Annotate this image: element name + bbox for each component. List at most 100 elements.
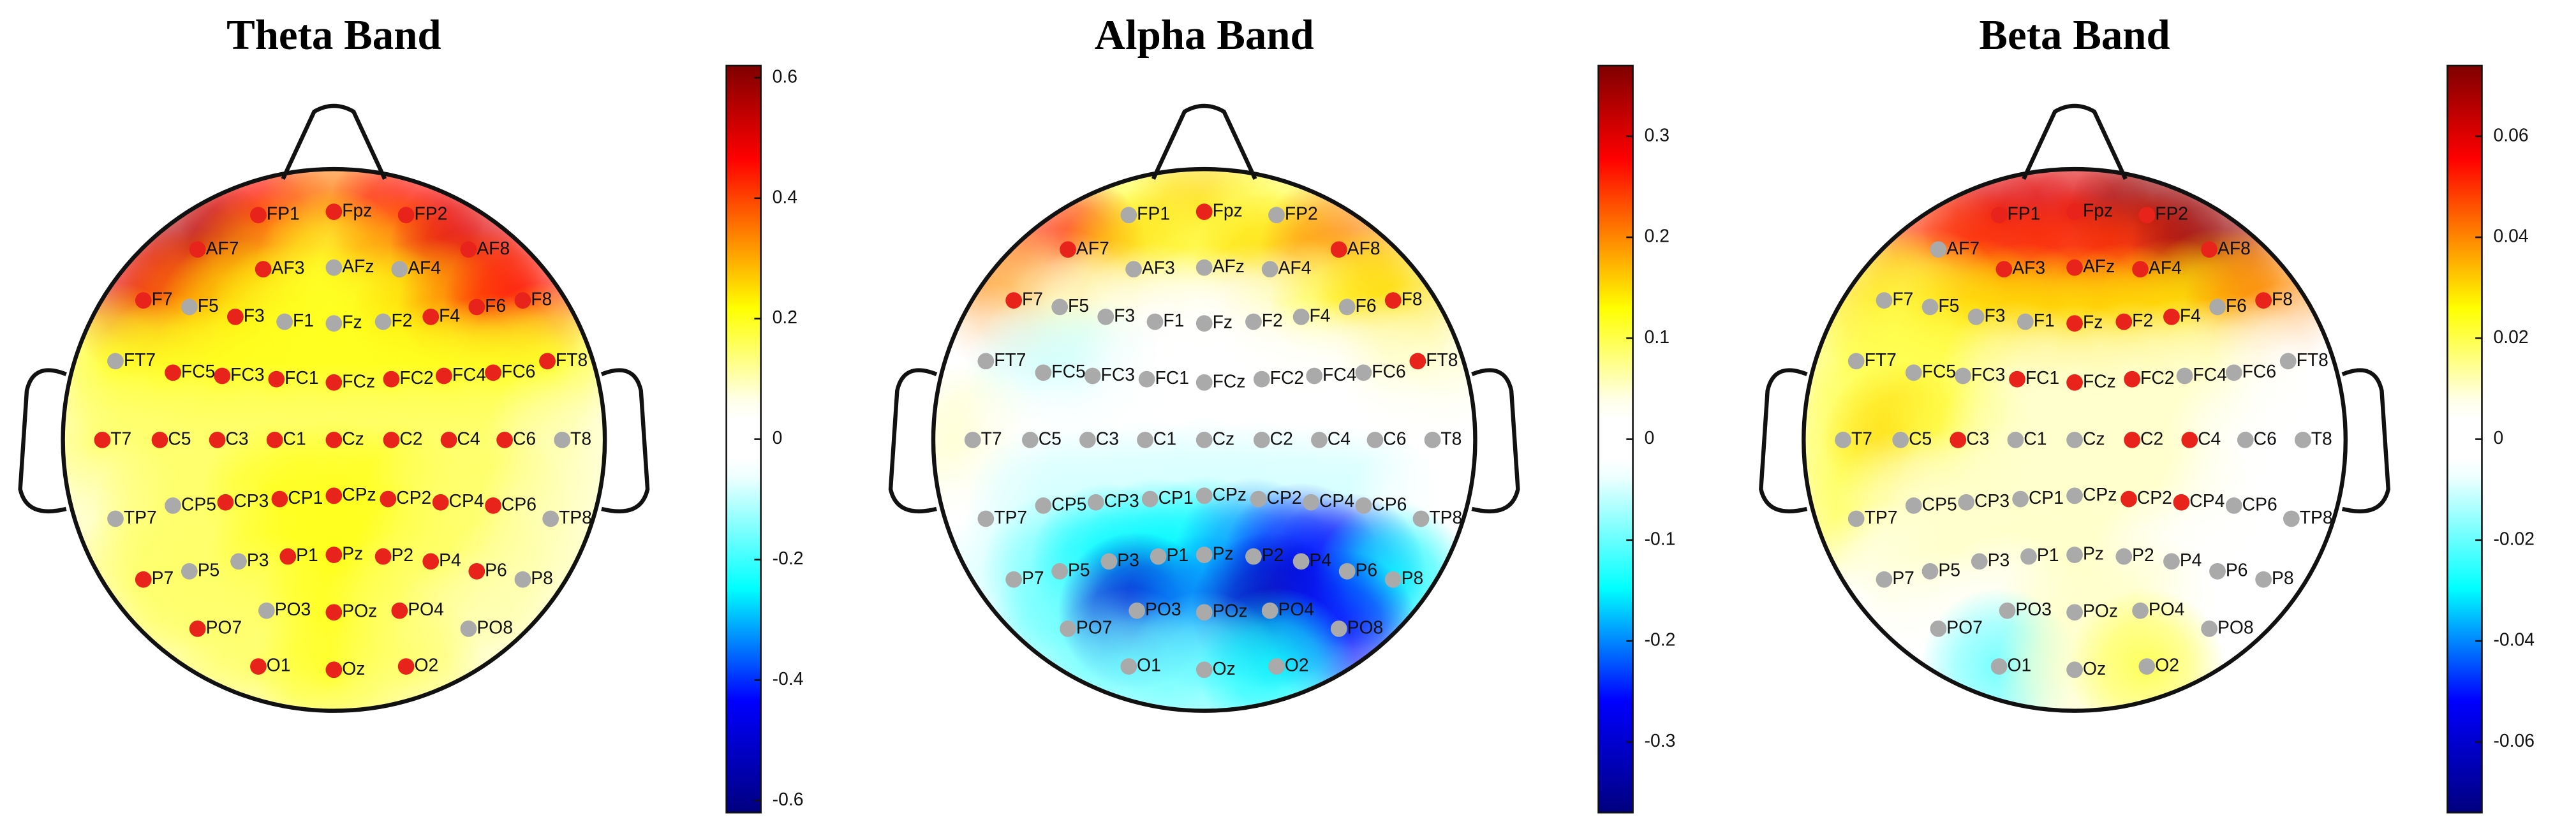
electrode-label: PO8 bbox=[477, 617, 513, 637]
electrode bbox=[2201, 241, 2218, 258]
electrode-label: T7 bbox=[1851, 428, 1872, 448]
electrode bbox=[460, 241, 477, 258]
electrode-label: AFz bbox=[2083, 256, 2115, 276]
electrode-label: AF7 bbox=[206, 238, 239, 258]
electrode-label: F6 bbox=[2226, 295, 2247, 316]
electrode bbox=[325, 604, 343, 621]
nose bbox=[1151, 103, 1257, 180]
electrode bbox=[1892, 432, 1909, 448]
electrode bbox=[1245, 313, 1262, 330]
electrode bbox=[1306, 367, 1323, 385]
electrode-label: PO8 bbox=[2217, 617, 2254, 637]
electrode-label: PO4 bbox=[408, 599, 444, 619]
electrode bbox=[1955, 367, 1971, 385]
electrode bbox=[1971, 553, 1988, 570]
electrode-label: TP7 bbox=[124, 507, 157, 527]
electrode-label: CP4 bbox=[2189, 490, 2224, 511]
electrode bbox=[2066, 259, 2083, 276]
electrode-label: PO8 bbox=[1347, 617, 1384, 637]
electrode-label: Oz bbox=[1213, 658, 1236, 679]
electrode bbox=[2009, 370, 2025, 388]
electrode-label: P5 bbox=[198, 559, 220, 580]
electrode-label: AF8 bbox=[477, 238, 510, 258]
electrode bbox=[440, 432, 457, 448]
electrode bbox=[2066, 374, 2083, 391]
electrode-label: F3 bbox=[1114, 305, 1135, 325]
electrode-label: CP2 bbox=[396, 487, 431, 508]
electrode-label: F2 bbox=[1262, 310, 1283, 330]
electrode bbox=[2007, 432, 2024, 448]
electrode-label: FC1 bbox=[285, 367, 318, 388]
electrode bbox=[214, 367, 231, 385]
electrode-label: FC6 bbox=[1372, 361, 1405, 381]
electrode bbox=[325, 547, 343, 563]
electrode bbox=[397, 207, 415, 224]
electrode bbox=[2255, 292, 2272, 309]
electrode bbox=[2132, 602, 2149, 619]
colorbar-tick-label: -0.2 bbox=[1645, 629, 1676, 650]
electrode-label: C1 bbox=[2024, 428, 2047, 448]
electrode-label: PO7 bbox=[1076, 617, 1113, 637]
electrode-label: Cz bbox=[342, 428, 364, 448]
electrode bbox=[485, 364, 501, 381]
electrode bbox=[2138, 658, 2156, 675]
electrode bbox=[1847, 510, 1865, 527]
electrode bbox=[1245, 548, 1262, 565]
electrode bbox=[1005, 571, 1022, 588]
electrode-label: Oz bbox=[342, 658, 365, 679]
topomap-panel: Alpha Band FP1 Fpz FP2 AF7 AF3 AFz AF4 AF8 F7 F5 F3… bbox=[888, 11, 1676, 814]
electrode bbox=[1060, 620, 1076, 637]
electrode bbox=[181, 562, 198, 580]
electrode-label: POz bbox=[1213, 601, 1248, 621]
electrode bbox=[1338, 562, 1356, 580]
electrode-label: CPz bbox=[2083, 484, 2117, 504]
electrode-label: FC1 bbox=[2025, 367, 2059, 388]
electrode-label: C4 bbox=[457, 428, 480, 448]
electrode-label: FT7 bbox=[994, 349, 1026, 370]
electrode bbox=[542, 510, 559, 527]
electrode bbox=[230, 553, 247, 570]
electrode bbox=[2124, 432, 2141, 448]
electrode bbox=[2124, 370, 2141, 388]
electrode-label: AF8 bbox=[2217, 238, 2251, 258]
electrode bbox=[554, 432, 571, 448]
electrode bbox=[374, 313, 392, 330]
electrode-label: Fz bbox=[2083, 312, 2103, 332]
electrode bbox=[325, 315, 343, 332]
electrode bbox=[1138, 370, 1155, 388]
electrode-label: FC6 bbox=[501, 361, 535, 381]
ear-right bbox=[2341, 368, 2390, 514]
electrode bbox=[1268, 207, 1285, 224]
electrode bbox=[1125, 261, 1142, 278]
electrode bbox=[1051, 298, 1069, 316]
nose bbox=[281, 103, 387, 180]
electrode-label: CP2 bbox=[1267, 487, 1302, 508]
electrode bbox=[325, 259, 343, 276]
topomap-panel: Beta Band FP1 Fpz FP2 AF7 AF3 AFz AF4 AF8 F7 F5 F3 F… bbox=[1759, 11, 2535, 814]
electrode-label: FCz bbox=[342, 370, 375, 391]
electrode-label: TP7 bbox=[1865, 507, 1898, 527]
electrode-label: C3 bbox=[225, 428, 248, 448]
electrode-label: P2 bbox=[1262, 545, 1284, 565]
electrode-label: Pz bbox=[2083, 543, 2104, 564]
electrode-label: PO4 bbox=[2149, 599, 2185, 619]
electrode bbox=[1876, 571, 1893, 588]
electrode bbox=[107, 510, 124, 527]
electrode-label: AF7 bbox=[1076, 238, 1109, 258]
electrode bbox=[1035, 364, 1052, 381]
electrode-label: C2 bbox=[2140, 428, 2163, 448]
electrode bbox=[468, 562, 485, 580]
electrode-label: P4 bbox=[1309, 550, 1331, 570]
electrode-label: TP8 bbox=[559, 507, 592, 527]
electrode bbox=[1120, 207, 1137, 224]
electrode-label: TP8 bbox=[1429, 507, 1462, 527]
electrode-label: FC4 bbox=[1322, 364, 1356, 385]
electrode-label: P2 bbox=[2132, 545, 2154, 565]
electrode bbox=[1338, 298, 1356, 316]
electrode-label: T7 bbox=[981, 428, 1002, 448]
electrode-label: Oz bbox=[2083, 658, 2106, 679]
electrode-label: Cz bbox=[1213, 428, 1235, 448]
electrode-label: C2 bbox=[1270, 428, 1293, 448]
electrode bbox=[1195, 374, 1213, 391]
electrode bbox=[165, 364, 181, 381]
